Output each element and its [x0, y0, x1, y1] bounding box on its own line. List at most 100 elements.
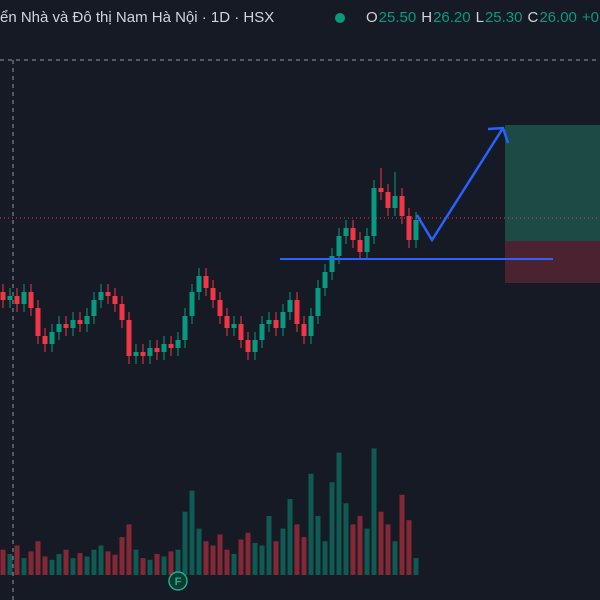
- volume-bar: [294, 524, 300, 575]
- volume-bar: [21, 558, 27, 575]
- volume-bar: [49, 559, 55, 575]
- candle-body: [119, 304, 125, 320]
- candle-body: [21, 292, 27, 304]
- candle-body: [413, 220, 419, 240]
- volume-bar: [343, 503, 349, 575]
- candle-body: [35, 308, 41, 336]
- candle-body: [259, 324, 265, 340]
- candle-body: [231, 324, 237, 328]
- volume-bar: [77, 553, 83, 575]
- candle-body: [77, 320, 83, 324]
- volume-bar: [259, 545, 265, 575]
- candle-body: [406, 216, 412, 240]
- volume-bar: [308, 473, 314, 575]
- arrow-head: [487, 126, 510, 144]
- volume-bar: [35, 541, 41, 575]
- volume-bar: [392, 541, 398, 575]
- candle-body: [322, 272, 328, 288]
- candle-body: [0, 292, 6, 300]
- candle-body: [392, 196, 398, 208]
- volume-bar: [322, 541, 328, 575]
- candle-body: [84, 316, 90, 324]
- volume-bar: [84, 556, 90, 575]
- candle-body: [161, 344, 167, 352]
- target-zone: [505, 125, 600, 241]
- event-marker[interactable]: [168, 571, 188, 591]
- market-status: [335, 13, 345, 23]
- candle-body: [378, 188, 384, 192]
- volume-bar: [133, 549, 139, 575]
- volume-bar: [371, 448, 377, 575]
- volume-bar: [287, 499, 293, 575]
- volume-bar: [385, 524, 391, 575]
- volume-bar: [336, 452, 342, 575]
- volume-bar: [245, 532, 251, 575]
- candle-body: [7, 296, 13, 300]
- candle-body: [350, 228, 356, 240]
- candle-body: [357, 240, 363, 252]
- candle-body: [315, 288, 321, 316]
- volume-bar: [231, 553, 237, 575]
- candle-body: [343, 228, 349, 236]
- candle-body: [273, 320, 279, 328]
- volume-bar: [252, 542, 258, 575]
- volume-bar: [266, 515, 272, 575]
- candle-body: [294, 300, 300, 324]
- ohlc-label: O: [366, 9, 378, 26]
- ohlc-value: 25.30: [485, 9, 523, 26]
- volume-bar: [182, 511, 188, 575]
- volume-bar: [28, 551, 34, 575]
- volume-bar: [203, 541, 209, 575]
- volume-bar: [210, 545, 216, 575]
- candle-body: [126, 320, 132, 356]
- candle-body: [210, 288, 216, 300]
- ohlc-value: 26.00: [539, 9, 577, 26]
- candle-body: [168, 344, 174, 348]
- candle-body: [217, 300, 223, 316]
- volume-bar: [154, 553, 160, 575]
- candle-body: [42, 336, 48, 344]
- candle-body: [301, 324, 307, 336]
- volume-bar: [7, 553, 13, 575]
- volume-bar: [126, 524, 132, 575]
- candle-body: [63, 324, 69, 328]
- volume-bar: [217, 534, 223, 575]
- price-pane: [0, 168, 419, 364]
- candle-body: [56, 324, 62, 332]
- volume-bar: [364, 528, 370, 575]
- volume-bar: [175, 549, 181, 575]
- candle-body: [140, 352, 146, 356]
- volume-bar: [350, 524, 356, 575]
- candle-body: [336, 236, 342, 256]
- candle-body: [266, 320, 272, 324]
- volume-bar: [301, 537, 307, 575]
- volume-bar: [189, 490, 195, 575]
- volume-bar: [105, 551, 111, 575]
- candle-body: [182, 316, 188, 340]
- candle-body: [238, 324, 244, 340]
- volume-bar: [357, 515, 363, 575]
- candle-body: [147, 348, 153, 356]
- volume-bar: [168, 551, 174, 575]
- candle-body: [70, 320, 76, 328]
- candle-body: [189, 292, 195, 316]
- volume-bar: [140, 558, 146, 575]
- candle-body: [252, 340, 258, 352]
- ohlc-label: L: [476, 9, 484, 26]
- candle-body: [364, 236, 370, 252]
- volume-bar: [42, 556, 48, 575]
- candle-body: [28, 292, 34, 308]
- volume-bar: [119, 537, 125, 575]
- volume-bar: [273, 541, 279, 575]
- volume-bar: [63, 549, 69, 575]
- candle-body: [224, 316, 230, 328]
- candle-body: [175, 340, 181, 348]
- candle-body: [329, 256, 335, 272]
- volume-bar: [315, 515, 321, 575]
- volume-bar: [56, 553, 62, 575]
- ohlc-value: 26.20: [433, 9, 471, 26]
- volume-bar: [112, 554, 118, 575]
- volume-bar: [378, 511, 384, 575]
